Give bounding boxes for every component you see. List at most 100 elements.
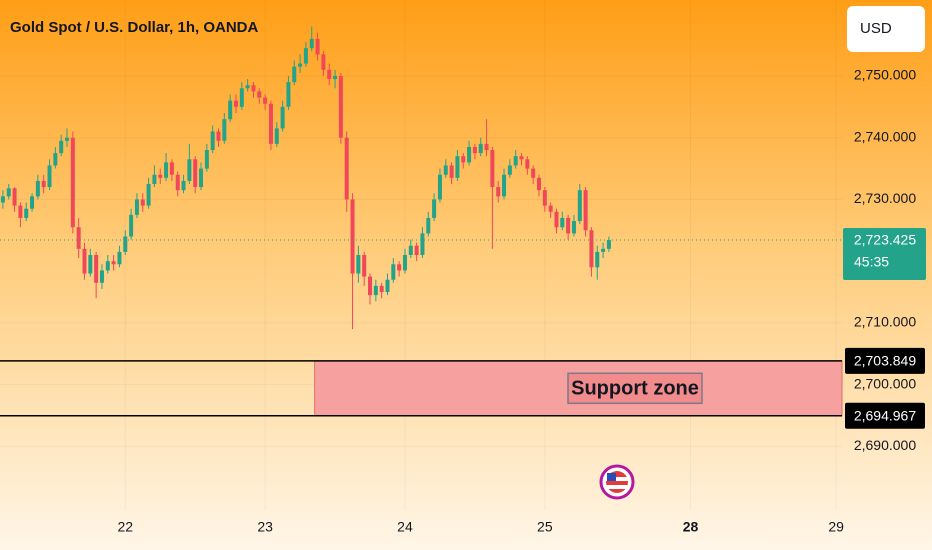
last-price-box bbox=[843, 228, 926, 281]
candle-body bbox=[327, 69, 332, 80]
candle-body bbox=[356, 255, 361, 274]
level-label: 2,694.967 bbox=[854, 407, 916, 423]
candle-body bbox=[239, 88, 244, 107]
candle-body bbox=[391, 264, 396, 280]
candle-body bbox=[583, 190, 588, 231]
level-label-box bbox=[845, 402, 925, 429]
candle-body bbox=[169, 162, 174, 175]
candle-body bbox=[344, 137, 349, 200]
candle-body bbox=[47, 165, 52, 188]
candle-body bbox=[210, 131, 215, 151]
candle-body bbox=[437, 174, 442, 200]
level-label: 2,703.849 bbox=[854, 353, 916, 369]
candle-body bbox=[595, 251, 600, 268]
candle-body bbox=[245, 85, 250, 89]
candle-body bbox=[53, 153, 58, 166]
candle-body bbox=[414, 245, 419, 255]
candle-body bbox=[461, 156, 466, 163]
x-tick-label: 24 bbox=[397, 519, 413, 535]
candle-body bbox=[274, 128, 279, 144]
candle-body bbox=[420, 233, 425, 255]
y-tick-label: 2,710.000 bbox=[854, 314, 916, 330]
candle-body bbox=[146, 183, 151, 206]
candle-body bbox=[338, 75, 343, 138]
currency-button[interactable] bbox=[847, 6, 925, 52]
candle-body bbox=[129, 214, 134, 237]
candle-body bbox=[507, 165, 512, 175]
candle-body bbox=[321, 54, 326, 70]
candle-body bbox=[222, 119, 227, 141]
level-label-box bbox=[845, 347, 925, 374]
candle-body bbox=[315, 38, 320, 55]
candle-body bbox=[408, 245, 413, 255]
candle-body bbox=[199, 168, 204, 188]
candle-body bbox=[94, 255, 99, 283]
candle-body bbox=[134, 199, 139, 215]
candle-body bbox=[216, 131, 221, 141]
candle-body bbox=[554, 211, 559, 228]
x-tick-label: 29 bbox=[828, 519, 844, 535]
last-price-label: 2,723.425 bbox=[854, 232, 916, 248]
x-tick-label: 25 bbox=[537, 519, 553, 535]
candle-body bbox=[350, 199, 355, 274]
candle-body bbox=[35, 180, 40, 197]
candle-body bbox=[111, 261, 116, 265]
candle-body bbox=[536, 177, 541, 191]
candle-body bbox=[303, 48, 308, 64]
candle-body bbox=[70, 137, 75, 228]
candle-body bbox=[490, 150, 495, 188]
plot-area: Support zone bbox=[0, 0, 843, 510]
candle-body bbox=[606, 240, 611, 249]
candle-body bbox=[368, 276, 373, 296]
candle-body bbox=[333, 75, 338, 80]
candle-body bbox=[502, 174, 507, 197]
candle-body bbox=[385, 279, 390, 293]
candle-body bbox=[41, 180, 46, 188]
candle-body bbox=[65, 137, 70, 141]
logo-icon bbox=[599, 464, 635, 500]
candle-body bbox=[589, 230, 594, 268]
candle-body bbox=[123, 236, 128, 252]
candle-body bbox=[6, 188, 11, 197]
candle-body bbox=[379, 285, 384, 293]
candle-body bbox=[519, 156, 524, 160]
candle-body bbox=[478, 143, 483, 154]
candle-body bbox=[158, 174, 163, 178]
candle-body bbox=[99, 270, 104, 283]
candle-body bbox=[426, 217, 431, 234]
candle-body bbox=[280, 106, 285, 129]
candle-body bbox=[193, 159, 198, 188]
candle-body bbox=[140, 199, 145, 206]
x-tick-label: 22 bbox=[117, 519, 133, 535]
y-tick-label: 2,740.000 bbox=[854, 128, 916, 144]
candle-body bbox=[268, 103, 273, 144]
candle-body bbox=[455, 156, 460, 178]
candle-body bbox=[30, 196, 35, 209]
candle-body bbox=[88, 255, 93, 274]
y-tick-label: 2,750.000 bbox=[854, 67, 916, 83]
candle-body bbox=[548, 205, 553, 212]
currency-label[interactable]: USD bbox=[860, 20, 892, 37]
candle-body bbox=[577, 190, 582, 222]
candle-body bbox=[496, 187, 501, 197]
candle-body bbox=[117, 251, 122, 265]
candle-body bbox=[449, 165, 454, 178]
candle-body bbox=[560, 217, 565, 228]
candle-body bbox=[233, 100, 238, 107]
countdown-label: 45:35 bbox=[854, 254, 889, 270]
candle-body bbox=[24, 208, 29, 218]
candle-body bbox=[251, 85, 256, 92]
candle-body bbox=[484, 143, 489, 151]
candle-body bbox=[187, 159, 192, 181]
candle-body bbox=[432, 199, 437, 218]
candle-body bbox=[373, 285, 378, 296]
candle-body bbox=[263, 97, 268, 104]
x-tick-label: 28 bbox=[683, 519, 699, 535]
candle-body bbox=[542, 190, 547, 206]
candle-body bbox=[175, 174, 180, 191]
candle-body bbox=[571, 221, 576, 234]
y-tick-label: 2,690.000 bbox=[854, 437, 916, 453]
candle-body bbox=[472, 146, 477, 154]
x-tick-label: 23 bbox=[257, 519, 273, 535]
candle-body bbox=[531, 168, 536, 178]
